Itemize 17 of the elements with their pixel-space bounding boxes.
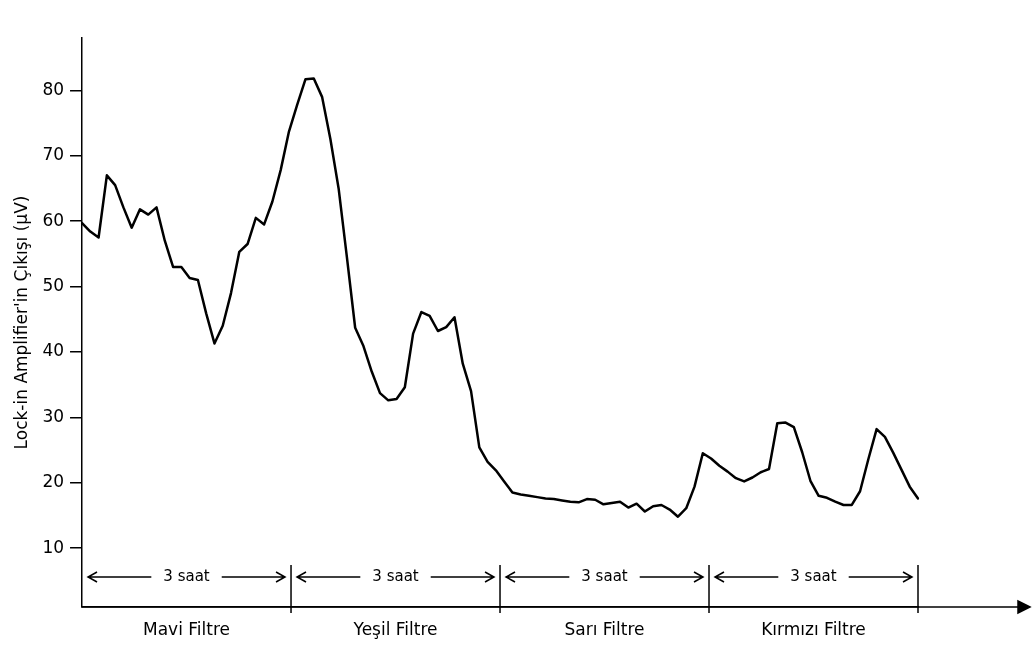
text: Sarı Filtre [564,619,645,640]
text: Yeşil Filtre [352,619,438,640]
text: Mavi Filtre [143,619,231,640]
y-tick-label: 60 [42,209,65,230]
annotation: 3 saat [163,566,210,585]
y-axis-title: Lock-in Amplifier'in Çıkışı (μV) [10,195,31,450]
y-tick-label: 20 [42,471,65,492]
annotation: 3 saat [790,566,837,585]
y-tick-label: 40 [42,340,65,361]
annotation: 3 saat [581,566,628,585]
text: Kırmızı Filtre [761,619,866,640]
y-tick-label: 10 [42,536,65,557]
annotation: 3 saat [372,566,419,585]
y-tick-label: 30 [42,405,65,426]
y-tick-label: 50 [42,274,65,295]
y-tick-label: 80 [42,78,65,99]
y-tick-label: 70 [42,144,65,165]
